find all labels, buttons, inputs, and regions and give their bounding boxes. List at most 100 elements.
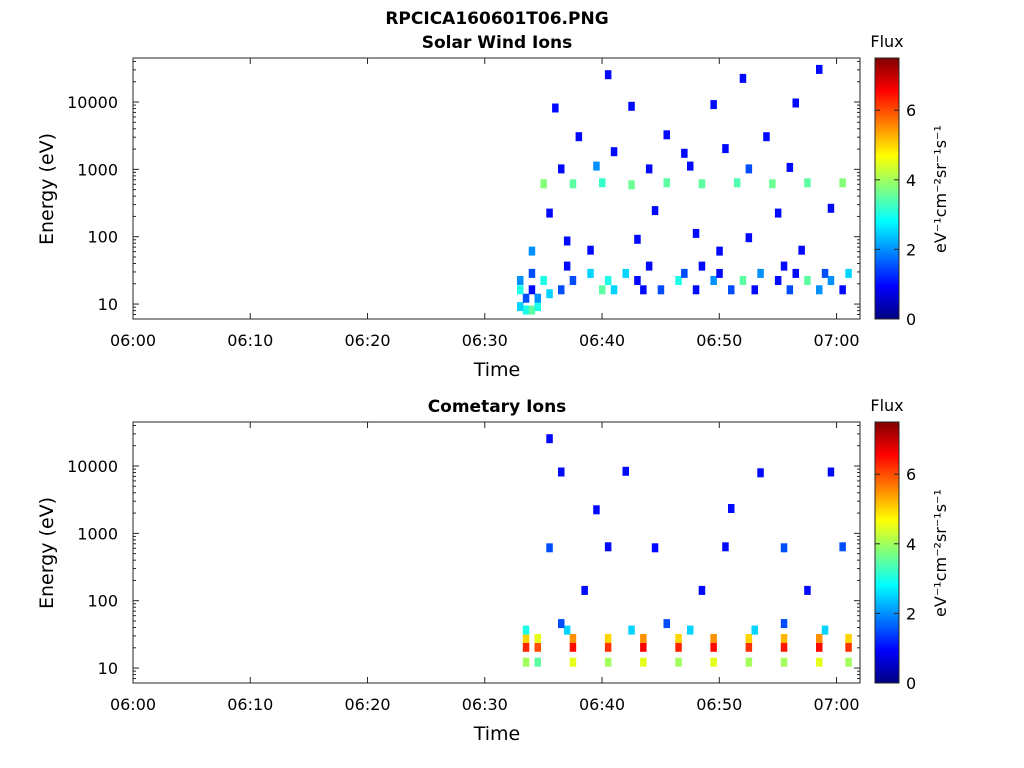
x-tick-label: 07:00	[813, 695, 859, 714]
y-tick-label: 10	[98, 295, 118, 314]
heatmap-cell	[839, 542, 846, 552]
heatmap-cell	[757, 468, 764, 478]
colorbar-tick-label: 6	[906, 465, 916, 484]
heatmap-cell	[604, 657, 612, 667]
heatmap-cell	[587, 268, 594, 278]
heatmap-cells	[517, 64, 852, 315]
heatmap-cell	[745, 657, 753, 667]
x-tick-label: 06:20	[344, 331, 390, 350]
colorbar-title: Flux	[870, 396, 903, 415]
heatmap-cell	[798, 245, 805, 255]
heatmap-cell	[821, 625, 829, 635]
heatmap-cell	[663, 619, 670, 629]
heatmap-cell	[728, 285, 735, 295]
x-tick-label: 06:50	[696, 695, 742, 714]
colorbar-ticks: 0 2 4 6	[875, 101, 916, 329]
colorbar	[874, 421, 900, 684]
heatmap-cell	[681, 148, 688, 158]
x-tick-label: 06:40	[579, 695, 625, 714]
heatmap-cell	[816, 634, 823, 643]
heatmap-cell	[604, 542, 612, 552]
heatmap-cell	[816, 285, 823, 295]
panel-title: Cometary Ions	[428, 397, 567, 417]
heatmap-cell	[540, 276, 547, 285]
heatmap-cell	[534, 657, 541, 667]
heatmap-cell	[763, 132, 770, 142]
heatmap-cell	[640, 657, 647, 667]
heatmap-cell	[645, 261, 653, 271]
heatmap-cell	[698, 261, 706, 271]
y-tick-label: 1000	[77, 524, 118, 543]
heatmap-cell	[827, 467, 835, 477]
heatmap-cell	[552, 103, 559, 113]
heatmap-cell	[722, 542, 729, 552]
x-tick-label: 06:10	[227, 695, 273, 714]
heatmap-cell	[622, 268, 629, 278]
heatmap-cell	[757, 268, 764, 278]
heatmap-cell	[804, 276, 811, 285]
y-tick-label: 10000	[67, 457, 118, 476]
heatmap-cell	[675, 642, 682, 652]
panel-cometary-ions: Cometary Ions 06:00 06:10 06:20 06:30 06:40 0…	[36, 396, 950, 745]
y-axis-label: Energy (eV)	[36, 497, 58, 609]
heatmap-cell	[517, 285, 524, 295]
heatmap-cell	[710, 634, 717, 643]
heatmap-cell	[640, 285, 647, 295]
heatmap-cell	[710, 276, 717, 285]
heatmap-cell	[692, 285, 700, 295]
heatmap-cell	[522, 657, 530, 667]
plot-frame	[132, 421, 861, 684]
heatmap-cell	[569, 276, 577, 285]
x-axis-label: Time	[473, 723, 521, 745]
colorbar-tick-label: 2	[906, 240, 916, 259]
heatmap-cell	[604, 634, 612, 643]
heatmap-cell	[610, 147, 618, 157]
heatmap-cell	[634, 234, 641, 244]
heatmap-cell	[522, 634, 530, 643]
panel-solar-wind-ions: Solar Wind Ions 06:00 06:10 06:20 06:30 06:4…	[36, 32, 950, 381]
heatmap-cell	[692, 228, 700, 238]
heatmap-cell	[710, 657, 717, 667]
y-axis-label: Energy (eV)	[36, 133, 58, 245]
heatmap-cell	[540, 179, 547, 189]
heatmap-cell	[804, 178, 811, 188]
heatmap-cell	[522, 293, 530, 303]
heatmap-cell	[733, 178, 741, 188]
heatmap-cell	[563, 261, 571, 271]
heatmap-cell	[774, 208, 782, 218]
heatmap-cell	[710, 642, 717, 652]
x-axis-label: Time	[473, 359, 521, 381]
heatmap-cell	[780, 543, 788, 553]
heatmap-cell	[622, 466, 629, 476]
heatmap-cell	[546, 208, 553, 218]
heatmap-cell	[610, 285, 618, 295]
heatmap-cell	[663, 130, 670, 140]
heatmap-cell	[558, 164, 565, 174]
heatmap-cell	[534, 634, 541, 643]
heatmap-cell	[698, 585, 706, 595]
heatmap-cell	[563, 236, 571, 246]
heatmap-cell	[581, 585, 588, 595]
y-tick-label: 100	[87, 228, 118, 247]
heatmap-cell	[792, 98, 799, 108]
heatmap-cell	[604, 642, 612, 652]
heatmap-cell	[774, 276, 782, 285]
heatmap-cell	[575, 132, 583, 142]
heatmap-cell	[528, 285, 536, 295]
colorbar-tick-label: 4	[906, 535, 916, 554]
colorbar-unit-label: eV⁻¹cm⁻²sr⁻¹s⁻¹	[931, 125, 950, 253]
heatmap-cell	[716, 268, 723, 278]
heatmap-cell	[786, 285, 794, 295]
heatmap-cell	[546, 434, 553, 444]
y-tick-label: 10000	[67, 93, 118, 112]
colorbar-tick-label: 0	[906, 674, 916, 693]
heatmap-cell	[640, 634, 647, 643]
heatmap-cell	[640, 642, 647, 652]
heatmap-cell	[816, 642, 823, 652]
heatmap-cell	[751, 625, 758, 635]
heatmap-cell	[839, 285, 846, 295]
heatmap-cell	[569, 657, 577, 667]
y-axis-ticks: 10 100 1000 10000	[67, 60, 860, 320]
heatmap-cell	[780, 634, 788, 643]
x-axis-ticks: 06:00 06:10 06:20 06:30 06:40 06:50 07:00	[110, 58, 860, 350]
